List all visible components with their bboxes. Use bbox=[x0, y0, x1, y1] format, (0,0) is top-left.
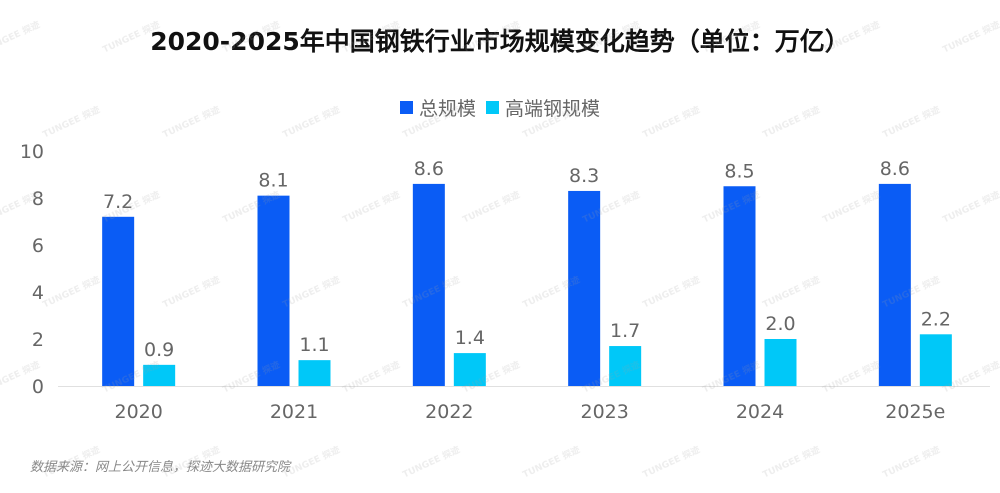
data-label: 2.0 bbox=[765, 313, 795, 335]
legend: 总规模 高端钢规模 bbox=[0, 94, 1000, 121]
legend-item-high-end[interactable]: 高端钢规模 bbox=[486, 94, 600, 121]
bar-high-end bbox=[453, 353, 486, 386]
data-label: 1.7 bbox=[610, 320, 640, 342]
source-note: 数据来源：网上公开信息，探迹大数据研究院 bbox=[30, 460, 291, 475]
chart-title: 2020-2025年中国钢铁行业市场规模变化趋势（单位：万亿） bbox=[150, 27, 850, 56]
y-tick-label: 6 bbox=[32, 235, 44, 257]
data-label: 1.1 bbox=[299, 334, 329, 356]
y-tick-label: 0 bbox=[32, 376, 44, 398]
data-label: 8.1 bbox=[258, 170, 288, 192]
bar-total bbox=[102, 216, 135, 386]
legend-item-total[interactable]: 总规模 bbox=[399, 94, 476, 121]
y-tick-label: 10 bbox=[20, 141, 44, 163]
legend-swatch-total bbox=[399, 101, 413, 114]
y-tick-label: 2 bbox=[32, 329, 44, 351]
legend-label-total: 总规模 bbox=[418, 98, 476, 120]
x-tick-label: 2022 bbox=[425, 401, 473, 423]
bar-high-end bbox=[298, 360, 331, 386]
data-label: 8.3 bbox=[569, 165, 599, 187]
y-tick-label: 8 bbox=[32, 188, 44, 210]
x-tick-label: 2020 bbox=[114, 401, 162, 423]
x-tick-label: 2023 bbox=[580, 401, 628, 423]
legend-swatch-high-end bbox=[486, 101, 499, 114]
legend-label-high-end: 高端钢规模 bbox=[505, 98, 601, 120]
data-label: 8.5 bbox=[724, 160, 754, 182]
bar-high-end bbox=[919, 334, 952, 386]
y-tick-label: 4 bbox=[32, 282, 44, 304]
bar-high-end bbox=[609, 346, 642, 386]
x-tick-label: 2021 bbox=[270, 401, 318, 423]
data-label: 8.6 bbox=[414, 158, 444, 180]
bar-high-end bbox=[764, 339, 797, 386]
x-tick-label: 2024 bbox=[736, 401, 784, 423]
data-label: 7.2 bbox=[103, 191, 133, 213]
bar-high-end bbox=[143, 364, 176, 386]
bar-total bbox=[257, 195, 290, 386]
bar-total bbox=[878, 183, 911, 386]
x-tick-label: 2025e bbox=[885, 401, 945, 423]
data-label: 1.4 bbox=[455, 327, 485, 349]
data-label: 8.6 bbox=[880, 158, 910, 180]
bar-total bbox=[723, 186, 756, 386]
data-label: 0.9 bbox=[144, 339, 174, 361]
bar-total bbox=[568, 190, 601, 386]
bar-total bbox=[412, 183, 445, 386]
data-label: 2.2 bbox=[921, 308, 951, 330]
